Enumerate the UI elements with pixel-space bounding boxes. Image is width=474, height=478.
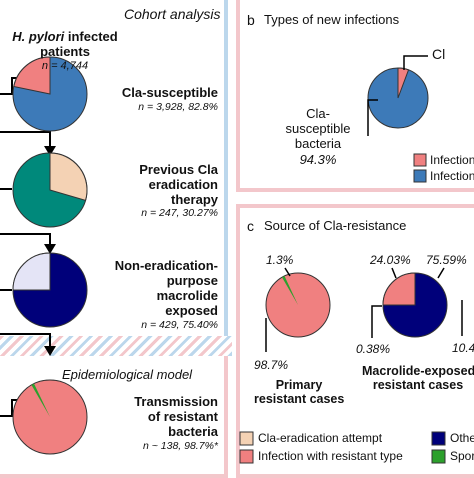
panel-b-label-2: susceptible (285, 121, 351, 136)
legend-b-swatch-1 (413, 153, 427, 167)
patients-title-2: patients (40, 44, 90, 59)
step3-count: n = 429, 75.40% (141, 319, 218, 331)
step3-label-2: purpose (166, 273, 218, 288)
panel-b-legend-2: Infection (430, 169, 474, 183)
step2-count: n = 247, 30.27% (141, 207, 218, 219)
arrow-1 (44, 146, 56, 156)
pie-previous-eradication (12, 152, 88, 228)
legend-b-swatch-2 (413, 169, 427, 183)
step3-label-1: Non-eradication- (114, 258, 218, 273)
pie-cla-susceptible (12, 56, 88, 132)
pie-transmission (12, 379, 88, 455)
primary-label-1: Primary (275, 378, 323, 392)
arrow-2 (44, 244, 56, 254)
panel-c-legend-1: Cla-eradication attempt (258, 431, 383, 445)
step3-label-4: exposed (165, 303, 218, 318)
legend-c-swatch-2 (239, 449, 254, 464)
primary-label-2: resistant cases (254, 392, 345, 406)
patients-title-infected: infected (64, 29, 118, 44)
cohort-analysis-title: Cohort analysis (124, 6, 221, 22)
step2-label-1: Previous Cla (139, 162, 218, 177)
step4-label-3: bacteria (168, 424, 218, 439)
panel-b-pct: 94.3% (299, 152, 337, 167)
primary-top-pct: 1.3% (266, 253, 294, 267)
macro-label-1: Macrolide-exposed (362, 364, 474, 378)
panel-c-letter: c (247, 218, 254, 234)
macro-label-2: resistant cases (372, 378, 464, 392)
macro-top-right-pct: 75.59% (426, 253, 467, 267)
legend-c-swatch-4 (431, 449, 446, 464)
panel-b-frame (236, 0, 474, 192)
panel-c-legend-3: Othe (450, 431, 474, 445)
panel-b-callout: Cl (432, 46, 446, 62)
third-pie-pct: 10.4 (452, 341, 474, 355)
patients-title-species: H. pylori (12, 29, 65, 44)
panel-b-legend-1: Infection (430, 153, 474, 167)
hatch-divider (0, 336, 232, 356)
panel-b-letter: b (247, 12, 255, 28)
step4-label-1: Transmission (134, 394, 218, 409)
pie-new-infections (367, 67, 429, 129)
panel-c-legend-4: Spor (450, 449, 474, 463)
step1-count: n = 3,928, 82.8% (138, 101, 218, 113)
panel-b-label-1: Cla- (306, 106, 330, 121)
macro-top-left-pct: 24.03% (370, 253, 411, 267)
step3-label-3: macrolide (156, 288, 218, 303)
model-title: Epidemiological model (62, 367, 193, 382)
pie-primary-resistant (265, 272, 331, 338)
panel-c-title: Source of Cla-resistance (264, 218, 407, 233)
step2-label-3: therapy (171, 192, 218, 207)
patients-title: H. pylori infected (10, 30, 120, 44)
patients-count: n = 4,744 (41, 60, 89, 72)
panel-c-legend-2: Infection with resistant type (258, 449, 403, 463)
legend-c-swatch-3 (431, 431, 446, 446)
step4-label-2: of resistant (147, 409, 218, 424)
step4-count: n ~ 138, 98.7%* (142, 440, 218, 452)
macro-bottom-pct: 0.38% (356, 342, 391, 356)
legend-c-swatch-1 (239, 431, 254, 446)
step1-label: Cla-susceptible (121, 85, 218, 100)
step2-label-2: eradication (148, 177, 218, 192)
panel-b-label-3: bacteria (294, 136, 342, 151)
pie-macrolide-exposed (12, 252, 88, 328)
arrow-3 (44, 346, 56, 356)
panel-b-title: Types of new infections (264, 12, 400, 27)
primary-bottom-pct: 98.7% (254, 358, 289, 372)
pie-macrolide-resistant (382, 272, 448, 338)
